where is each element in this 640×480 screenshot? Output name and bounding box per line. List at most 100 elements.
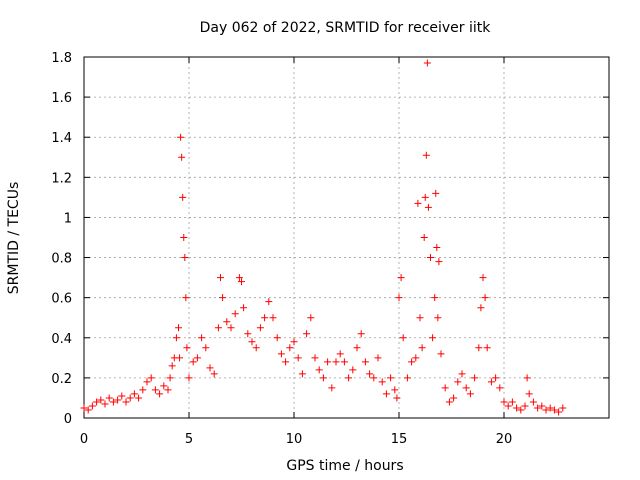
data-point xyxy=(97,396,105,404)
data-point xyxy=(240,304,248,312)
data-point xyxy=(391,386,399,394)
y-tick-label: 1.2 xyxy=(51,171,72,186)
data-point xyxy=(555,408,563,416)
data-point xyxy=(126,394,134,402)
data-point xyxy=(210,370,218,378)
data-point xyxy=(538,402,546,410)
data-point xyxy=(130,390,138,398)
data-point xyxy=(175,324,182,332)
data-point xyxy=(214,324,222,332)
y-tick-label: 0.2 xyxy=(51,372,72,387)
data-point xyxy=(382,390,390,398)
data-point xyxy=(418,344,426,352)
data-point xyxy=(235,274,243,282)
data-point xyxy=(483,344,491,352)
data-point xyxy=(219,294,227,302)
data-point xyxy=(193,354,201,362)
y-tick-label: 0.4 xyxy=(51,332,72,347)
data-point xyxy=(282,358,290,366)
data-point xyxy=(332,358,340,366)
data-point xyxy=(223,318,231,326)
data-point xyxy=(450,394,458,402)
data-point xyxy=(471,374,479,382)
data-point xyxy=(366,370,374,378)
y-tick-label: 0 xyxy=(64,412,72,427)
data-point xyxy=(370,374,378,382)
data-point xyxy=(151,386,159,394)
data-point xyxy=(414,199,422,207)
data-point xyxy=(319,374,327,382)
data-point xyxy=(399,334,407,342)
data-point xyxy=(261,314,269,322)
data-layer xyxy=(80,59,567,416)
y-tick-label: 1.8 xyxy=(51,51,72,66)
data-point xyxy=(206,364,214,372)
data-point xyxy=(357,330,365,338)
data-point xyxy=(88,402,96,410)
data-point xyxy=(427,254,434,262)
data-point xyxy=(178,153,186,161)
data-point xyxy=(378,378,386,386)
data-point xyxy=(324,358,332,366)
data-point xyxy=(231,310,239,318)
data-point xyxy=(315,366,323,374)
data-point xyxy=(336,350,344,358)
data-point xyxy=(435,258,443,266)
data-point xyxy=(529,398,537,406)
data-point xyxy=(277,350,285,358)
data-point xyxy=(395,294,403,302)
data-point xyxy=(525,390,533,398)
data-point xyxy=(412,354,420,362)
data-point xyxy=(500,398,508,406)
data-point xyxy=(422,151,430,159)
data-point xyxy=(349,366,357,374)
data-point xyxy=(176,354,184,362)
data-point xyxy=(298,370,306,378)
data-point xyxy=(387,374,395,382)
plot-border xyxy=(83,56,610,419)
data-point xyxy=(345,374,353,382)
x-tick-label: 20 xyxy=(496,432,513,447)
data-point xyxy=(80,404,88,412)
data-point xyxy=(101,400,109,408)
data-point xyxy=(340,358,348,366)
data-point xyxy=(374,354,382,362)
data-point xyxy=(118,392,126,400)
data-point xyxy=(433,244,441,252)
y-tick-label: 1.4 xyxy=(51,131,72,146)
data-point xyxy=(265,298,273,306)
data-point xyxy=(164,386,172,394)
data-point xyxy=(423,59,431,67)
y-axis-label: SRMTID / TECUs xyxy=(6,182,22,295)
data-point xyxy=(139,386,147,394)
data-point xyxy=(496,384,504,392)
x-tick-label: 5 xyxy=(185,432,193,447)
data-point xyxy=(273,334,281,342)
data-point xyxy=(466,390,474,398)
data-point xyxy=(420,234,428,241)
data-point xyxy=(328,384,336,392)
data-point xyxy=(182,294,190,302)
data-point xyxy=(311,354,319,362)
data-point xyxy=(303,330,311,338)
data-point xyxy=(256,324,264,332)
data-point xyxy=(252,344,260,352)
data-point xyxy=(513,404,521,412)
data-point xyxy=(294,354,302,362)
data-point xyxy=(290,338,298,346)
data-point xyxy=(361,358,369,366)
data-point xyxy=(217,274,224,282)
data-point xyxy=(198,334,206,342)
data-point xyxy=(479,274,487,282)
data-point xyxy=(475,344,483,352)
data-point xyxy=(172,334,180,342)
data-point xyxy=(114,396,122,404)
y-tick-label: 0.8 xyxy=(51,252,72,267)
data-point xyxy=(189,358,197,366)
data-point xyxy=(84,406,92,414)
data-point xyxy=(244,330,252,338)
data-point xyxy=(143,378,151,386)
data-point xyxy=(437,350,445,358)
data-point xyxy=(393,394,401,402)
